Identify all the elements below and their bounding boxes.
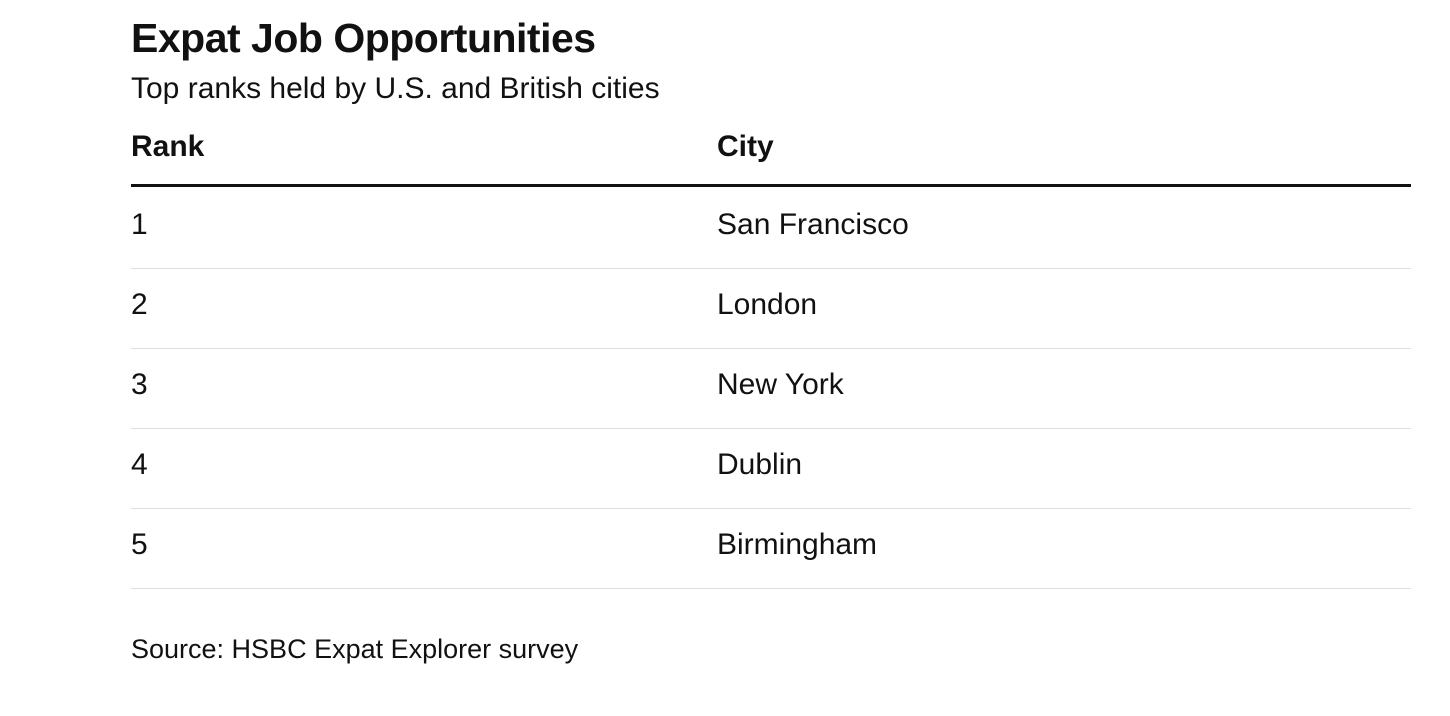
city-cell: Birmingham (717, 528, 878, 561)
row-rule (131, 428, 1411, 429)
row-rule (131, 588, 1411, 589)
subtitle: Top ranks held by U.S. and British citie… (131, 72, 660, 105)
column-header: City (717, 130, 774, 163)
rank-cell: 3 (131, 368, 148, 401)
title: Expat Job Opportunities (131, 15, 596, 61)
rank-cell: 1 (131, 208, 148, 241)
row-rule (131, 508, 1411, 509)
rank-cell: 5 (131, 528, 148, 561)
column-header: Rank (131, 130, 205, 163)
rank-cell: 4 (131, 448, 148, 481)
row-rule (131, 268, 1411, 269)
row-rule (131, 348, 1411, 349)
city-cell: New York (717, 368, 844, 401)
rank-cell: 2 (131, 288, 148, 321)
city-cell: Dublin (717, 448, 803, 481)
city-cell: San Francisco (717, 208, 909, 241)
source: Source: HSBC Expat Explorer survey (131, 634, 579, 664)
header-rule (131, 184, 1411, 187)
city-cell: London (717, 288, 818, 321)
